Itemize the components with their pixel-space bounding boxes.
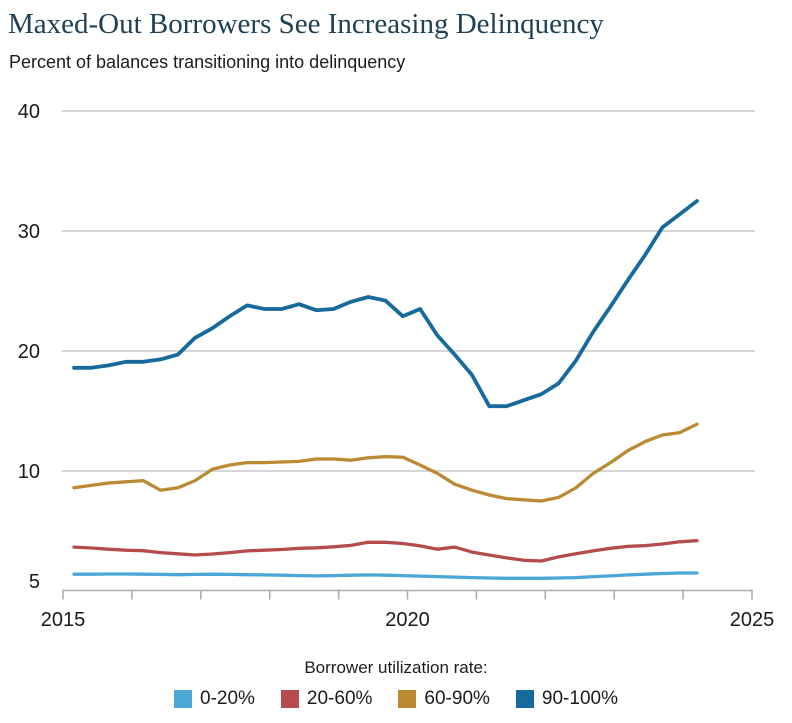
x-tick-label-2015: 2015: [41, 609, 86, 631]
series-line-60-90: [72, 422, 699, 503]
y-tick-label-40: 40: [18, 101, 40, 123]
legend-label: 20-60%: [306, 688, 373, 709]
legend-label: 60-90%: [424, 688, 490, 709]
legend-item-20-60: 20-60%: [280, 688, 373, 710]
legend-items: 0-20% 20-60% 60-90% 90-100%: [0, 688, 792, 710]
y-tick-label-10: 10: [18, 461, 40, 483]
legend-label: 0-20%: [200, 688, 255, 709]
legend-swatch-icon: [174, 690, 192, 708]
legend-item-60-90: 60-90%: [398, 688, 490, 710]
chart-title: Maxed-Out Borrowers See Increasing Delin…: [8, 8, 604, 40]
y-tick-label-5: 5: [29, 571, 40, 593]
legend-swatch-icon: [280, 690, 299, 708]
series-line-0-20: [72, 571, 699, 580]
legend-title: Borrower utilization rate:: [304, 658, 488, 677]
x-tick-label-2025: 2025: [730, 609, 775, 631]
legend-label: 90-100%: [541, 688, 618, 709]
series-line-20-60: [72, 538, 699, 563]
legend-item-90-100: 90-100%: [515, 688, 618, 710]
y-tick-label-30: 30: [18, 221, 40, 243]
y-tick-label-20: 20: [18, 341, 40, 363]
chart-subtitle: Percent of balances transitioning into d…: [9, 52, 406, 72]
legend-swatch-icon: [515, 690, 534, 708]
legend-swatch-icon: [398, 690, 417, 708]
legend-item-0-20: 0-20%: [174, 688, 255, 710]
legend: Borrower utilization rate: 0-20% 20-60% 60…: [0, 658, 792, 710]
series-line-90-100: [72, 199, 699, 409]
x-tick-label-2020: 2020: [385, 609, 430, 631]
